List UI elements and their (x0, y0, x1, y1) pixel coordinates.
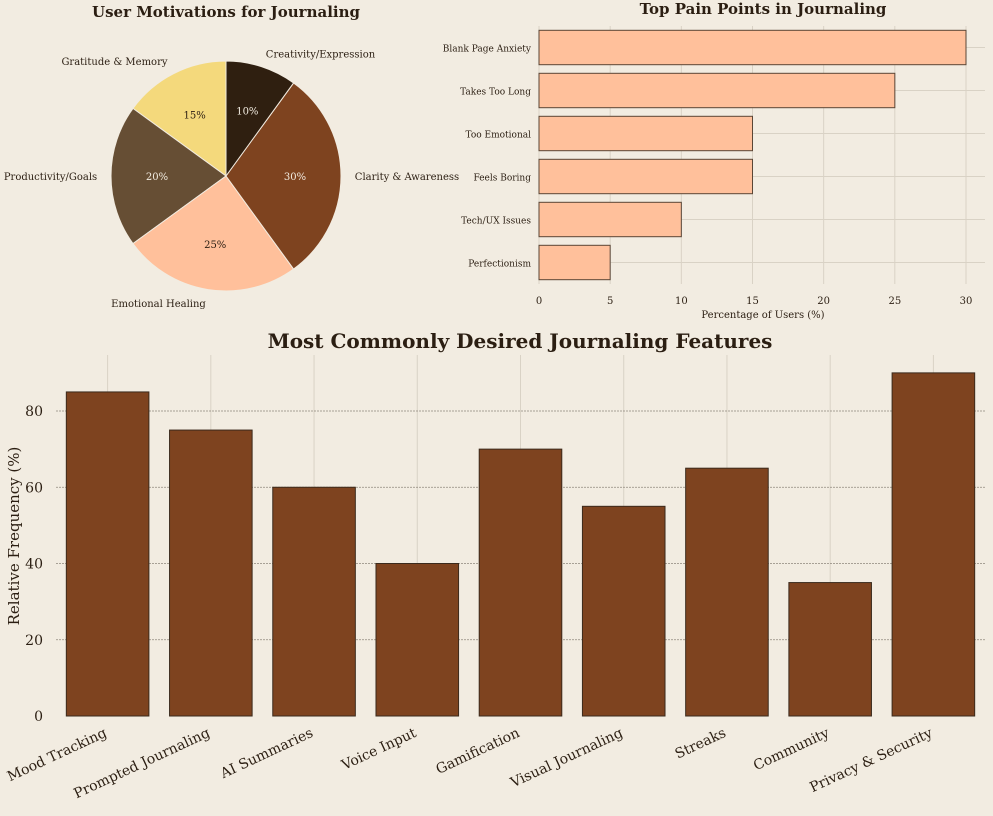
pie-slice-label: Creativity/Expression (266, 50, 376, 61)
vbar-tick-labels: 0 20 40 60 80 (25, 404, 43, 725)
pie-slice-gratitude-memory (132, 60, 227, 177)
hbar-x-tick: 5 (607, 296, 613, 307)
hbar-tick-labels: 0 5 10 15 20 25 30 (536, 296, 973, 307)
hbar-xlabel: Percentage of Users (%) (701, 310, 824, 321)
hbar-category-label: Feels Boring (473, 174, 531, 184)
pie-slice-label: Emotional Healing (111, 299, 206, 310)
pie-slice-creativity-expression (225, 60, 295, 178)
pie-labels: 15% Gratitude & Memory 20% Productivity/Goa… (4, 50, 459, 311)
vbar-bar-gamification (478, 448, 563, 717)
vbar-bar-voice-input (375, 563, 460, 717)
vbar-bar-streaks (685, 467, 769, 717)
hbar-x-tick: 15 (746, 296, 759, 307)
pie-pct-label: 10% (236, 106, 258, 117)
vbar-y-tick: 20 (25, 633, 43, 649)
vbar-bar-prompted-journaling (169, 429, 253, 717)
motivations-pie-chart: User Motivations for Journaling 15% Grati… (4, 3, 459, 310)
hbar-bars (538, 29, 967, 281)
hbar-bar-tech-ux-issues (538, 201, 682, 238)
hbar-category-label: Takes Too Long (460, 88, 531, 98)
vbar-category-label: AI Summaries (217, 725, 316, 782)
hbar-x-tick: 0 (536, 296, 542, 307)
vbar-category-label: Voice Input (338, 725, 419, 774)
hbar-bar-too-emotional (538, 115, 753, 152)
pie-title: User Motivations for Journaling (92, 3, 360, 21)
hbar-category-label: Tech/UX Issues (461, 217, 531, 227)
vbar-title: Most Commonly Desired Journaling Feature… (268, 329, 773, 353)
pie-slices (110, 60, 342, 292)
hbar-bar-feels-boring (538, 158, 753, 195)
vbar-category-label: Visual Journaling (507, 725, 625, 791)
hbar-category-labels: Blank Page Anxiety Takes Too Long Too Emot… (443, 45, 532, 270)
hbar-x-tick: 10 (675, 296, 688, 307)
hbar-bar-perfectionism (538, 244, 611, 281)
pie-slice-label: Gratitude & Memory (61, 57, 167, 68)
vbar-y-tick: 0 (34, 709, 43, 725)
pie-slice-label: Productivity/Goals (4, 172, 97, 183)
vbar-bar-ai-summaries (272, 486, 356, 717)
vbar-category-label: Gamification (434, 725, 523, 778)
vbar-bar-community (788, 582, 872, 717)
vbar-y-tick: 80 (25, 404, 43, 420)
pie-pct-label: 30% (284, 172, 306, 183)
hbar-bar-blank-page-anxiety (538, 29, 967, 66)
features-bar-chart: Most Commonly Desired Journaling Feature… (5, 329, 985, 802)
vbar-category-label: Mood Tracking (5, 725, 109, 785)
hbar-bar-takes-too-long (538, 72, 896, 109)
pie-slice-clarity-awareness (225, 82, 342, 270)
vbar-y-tick: 40 (25, 557, 43, 573)
pain-points-bar-chart: Top Pain Points in Journaling Blank Page… (443, 0, 985, 321)
pie-slice-productivity-goals (110, 107, 227, 245)
pie-pct-label: 15% (184, 111, 206, 122)
vbar-bar-privacy-security (891, 372, 976, 717)
vbar-bar-visual-journaling (581, 505, 666, 717)
vbar-category-label: Streaks (673, 725, 729, 762)
pie-slice-label: Clarity & Awareness (355, 172, 459, 183)
hbar-category-label: Perfectionism (468, 260, 531, 270)
hbar-x-tick: 30 (960, 296, 973, 307)
vbar-bar-mood-tracking (65, 391, 150, 717)
vbar-y-tick: 60 (25, 480, 43, 496)
pie-pct-label: 20% (146, 172, 168, 183)
hbar-category-label: Blank Page Anxiety (443, 45, 532, 55)
vbar-category-label: Community (751, 725, 832, 774)
hbar-x-tick: 25 (888, 296, 901, 307)
hbar-x-tick: 20 (817, 296, 830, 307)
pie-slice-emotional-healing (132, 175, 295, 292)
hbar-title: Top Pain Points in Journaling (640, 0, 887, 18)
vbar-bars (65, 372, 976, 717)
hbar-category-label: Too Emotional (466, 131, 532, 141)
pie-pct-label: 25% (204, 240, 226, 251)
vbar-ylabel: Relative Frequency (%) (5, 447, 23, 626)
